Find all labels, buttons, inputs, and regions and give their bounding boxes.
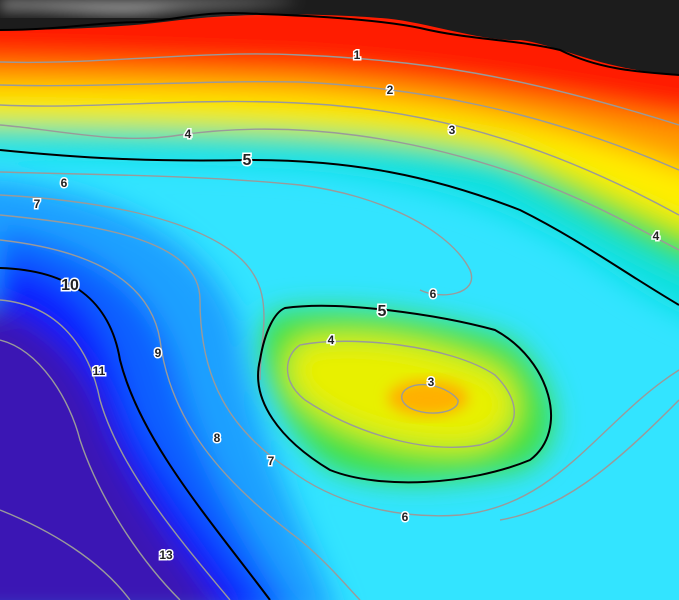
- contour-label: 2: [387, 83, 394, 97]
- contour-label: 7: [268, 454, 275, 468]
- contour-label: 8: [214, 431, 221, 445]
- contour-label: 4: [653, 229, 660, 243]
- contour-label: 1: [354, 48, 361, 62]
- contour-label: 6: [430, 287, 437, 301]
- contour-label: 10: [61, 277, 79, 294]
- contour-label: 6: [61, 176, 68, 190]
- contour-label: 9: [155, 346, 162, 360]
- contour-label: 5: [378, 303, 387, 320]
- contour-lines: [0, 12, 679, 600]
- contour-label: 6: [402, 510, 409, 524]
- contour-label: 4: [185, 127, 192, 141]
- contour-label: 5: [243, 152, 252, 169]
- contour-label: 11: [93, 364, 106, 378]
- contour-label: 3: [428, 375, 435, 389]
- contour-label: 3: [449, 123, 456, 137]
- contour-label: 7: [34, 197, 41, 211]
- contour-label: 4: [328, 333, 335, 347]
- contour-label: 13: [159, 548, 173, 562]
- contour-labels: 1 2 3 4 5 6 7 4 6 10 5 4 9 11 3 8 7 6 13: [32, 47, 661, 564]
